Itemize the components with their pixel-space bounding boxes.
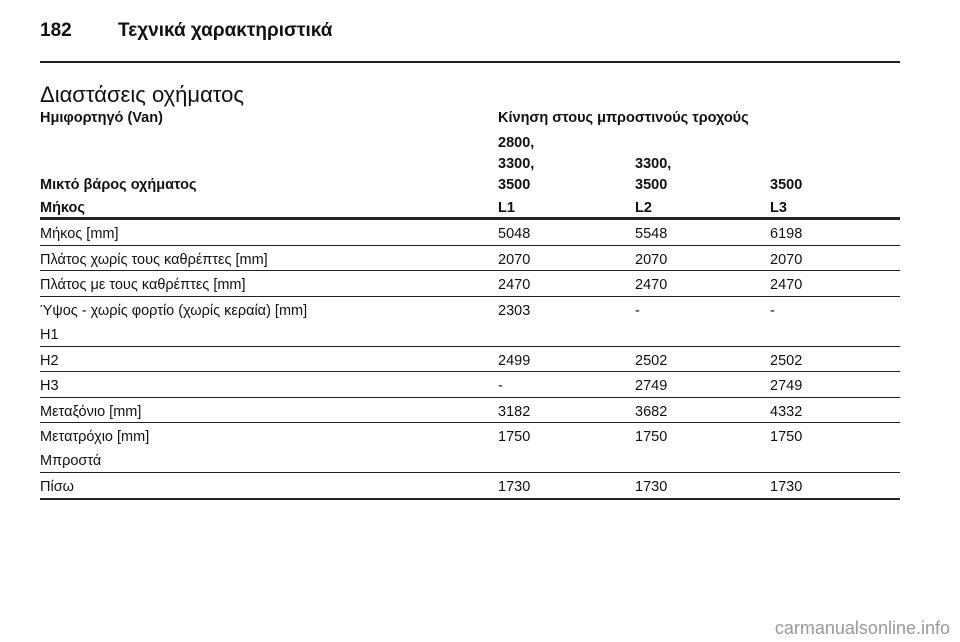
length: L1	[498, 200, 515, 216]
drive: Κίνηση στους μπροστινούς τροχούς	[498, 110, 749, 126]
cell: 2470	[498, 277, 531, 293]
row-label: Μήκος [mm]	[40, 226, 119, 242]
rule	[40, 422, 900, 423]
cell: 2470	[635, 277, 668, 293]
row-label: Μπροστά	[40, 453, 102, 469]
vehicle-type: Ημιφορτηγό (Van)	[40, 110, 163, 126]
row-label: H2	[40, 352, 59, 369]
length-label: Μήκος	[40, 200, 85, 216]
row-label: H3	[40, 378, 59, 394]
cell: -	[498, 378, 503, 394]
cell: 5548	[635, 226, 668, 242]
length: L3	[770, 200, 787, 216]
rule	[40, 295, 900, 297]
cell: 2303	[498, 302, 531, 319]
rule	[40, 371, 900, 372]
weight: 3500	[770, 177, 803, 193]
weight: 3300,	[635, 156, 672, 172]
weight-label: Μικτό βάρος οχήματος	[40, 177, 197, 193]
cell: -	[770, 302, 775, 319]
cell: 1750	[635, 429, 668, 445]
cell: 2749	[770, 378, 803, 394]
rule	[40, 472, 900, 473]
cell: 1730	[498, 479, 531, 495]
row-label: Μεταξόνιο [mm]	[40, 403, 142, 420]
cell: 2502	[770, 352, 803, 369]
weight: 3500	[635, 177, 668, 193]
page-number: 182	[40, 20, 72, 41]
row-label: H1	[40, 326, 59, 343]
cell: 4332	[770, 403, 803, 420]
cell: 6198	[770, 226, 803, 242]
cell: 1730	[635, 479, 668, 495]
cell: 2070	[770, 251, 803, 268]
cell: 2070	[635, 251, 668, 268]
rule	[40, 270, 900, 271]
cell: 2749	[635, 378, 668, 394]
rule	[40, 217, 900, 220]
cell: 5048	[498, 226, 531, 242]
cell: 1750	[498, 429, 531, 445]
weight: 3500	[498, 177, 531, 193]
length: L2	[635, 200, 652, 216]
page-title: Τεχνικά χαρακτηριστικά	[118, 20, 333, 41]
row-label: Μετατρόχιο [mm]	[40, 429, 150, 445]
watermark: carmanualsonline.info	[774, 618, 950, 638]
cell: 2499	[498, 352, 531, 369]
cell: 3682	[635, 403, 668, 420]
rule	[40, 497, 900, 500]
row-label: Ύψος - χωρίς φορτίο (χωρίς κεραία) [mm]	[40, 302, 308, 319]
rule	[40, 345, 900, 347]
cell: 2502	[635, 352, 668, 369]
rule	[40, 244, 900, 246]
cell: 1750	[770, 429, 803, 445]
rule	[40, 61, 900, 63]
weight: 3300,	[498, 156, 535, 172]
section-title: Διαστάσεις οχήματος	[40, 82, 245, 107]
cell: 3182	[498, 403, 531, 420]
cell: 2470	[770, 277, 803, 293]
cell: 2070	[498, 251, 531, 268]
cell: 1730	[770, 479, 803, 495]
row-label: Πλάτος χωρίς τους καθρέπτες [mm]	[40, 251, 268, 268]
cell: -	[635, 302, 640, 319]
rule	[40, 396, 900, 398]
weight: 2800,	[498, 135, 535, 151]
row-label: Πλάτος με τους καθρέπτες [mm]	[40, 277, 246, 293]
row-label: Πίσω	[40, 479, 74, 495]
